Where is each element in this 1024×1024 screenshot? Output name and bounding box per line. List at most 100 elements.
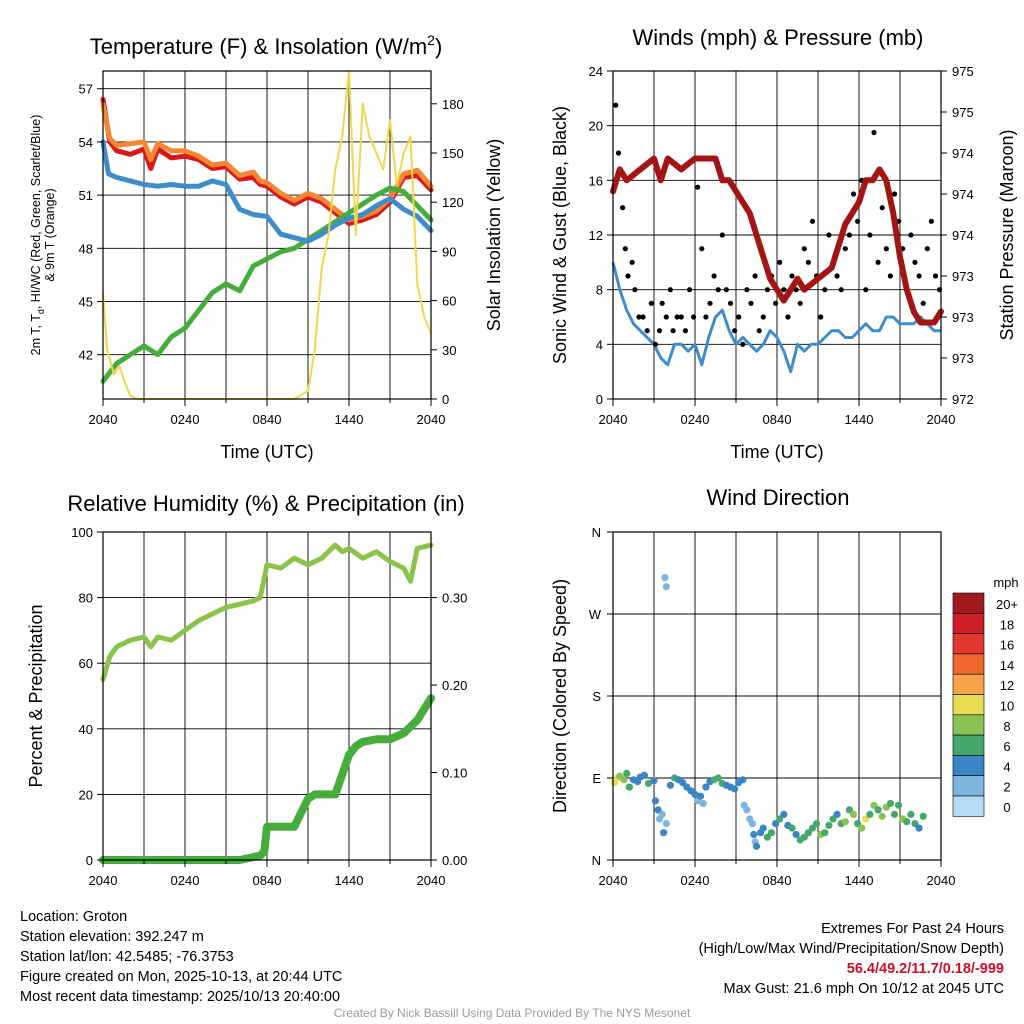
y-tick-label: 42 bbox=[79, 348, 93, 363]
gust-point bbox=[908, 232, 914, 238]
gust-point bbox=[629, 259, 635, 265]
x-tick-label: 0840 bbox=[253, 412, 282, 427]
y2-tick-label: 972 bbox=[952, 392, 974, 407]
y-tick-label: 0 bbox=[596, 392, 603, 407]
gust-point bbox=[622, 246, 628, 252]
y-tick-label: 40 bbox=[79, 722, 93, 737]
winds-title: Winds (mph) & Pressure (mb) bbox=[633, 25, 924, 50]
direction-point bbox=[890, 810, 899, 819]
direction-point bbox=[660, 829, 668, 837]
max-gust-text: Max Gust: 21.6 mph On 10/12 at 2045 UTC bbox=[723, 981, 1004, 997]
series-precipitation bbox=[99, 694, 435, 864]
direction-point bbox=[731, 785, 739, 793]
humidity-panel: Relative Humidity (%) & Precipitation (i… bbox=[26, 491, 467, 888]
colorbar-swatch bbox=[952, 633, 985, 655]
direction-point bbox=[886, 799, 895, 808]
direction-tick-label: W bbox=[589, 607, 602, 622]
gust-point bbox=[842, 246, 848, 252]
gust-point bbox=[875, 259, 881, 265]
extremes-info: Extremes For Past 24 Hours (High/Low/Max… bbox=[699, 919, 1004, 999]
colorbar-swatch bbox=[952, 755, 985, 777]
x-tick-label: 1440 bbox=[845, 873, 874, 888]
series-solar-insolation bbox=[102, 70, 432, 400]
y2-tick-label: 120 bbox=[442, 195, 464, 210]
svg-text:2m T, Td, HI/WC (Red, Green, S: 2m T, Td, HI/WC (Red, Green, Scarlet/Blu… bbox=[29, 115, 46, 356]
y2-tick-label: 60 bbox=[442, 294, 456, 309]
direction-point bbox=[804, 829, 813, 837]
gust-point bbox=[620, 205, 626, 211]
gust-point bbox=[663, 314, 669, 320]
series-sonic-wind bbox=[611, 261, 941, 374]
colorbar-label: 4 bbox=[1003, 759, 1010, 774]
y2-tick-label: 30 bbox=[442, 343, 456, 358]
gust-point bbox=[822, 287, 828, 293]
direction-tick-label: N bbox=[592, 525, 601, 540]
gust-point bbox=[928, 218, 935, 224]
y2-tick-label: 0.10 bbox=[442, 766, 467, 781]
direction-tick-label: S bbox=[592, 689, 601, 704]
y-tick-label: 51 bbox=[79, 188, 93, 203]
x-tick-label: 2040 bbox=[417, 873, 446, 888]
extremes-subtitle: (High/Low/Max Wind/Precipitation/Snow De… bbox=[698, 941, 1004, 957]
series-2m-t bbox=[100, 96, 434, 226]
x-tick-label: 0840 bbox=[763, 873, 792, 888]
gust-point bbox=[667, 287, 674, 293]
colorbar-swatch bbox=[952, 775, 985, 797]
gust-point bbox=[797, 300, 803, 306]
direction-point bbox=[874, 806, 882, 814]
gust-point bbox=[891, 191, 898, 197]
direction-point bbox=[644, 779, 653, 788]
wind-direction-ylabel: Direction (Colored By Speed) bbox=[550, 579, 570, 813]
y-tick-label: 48 bbox=[79, 241, 93, 256]
direction-point bbox=[858, 824, 866, 832]
direction-point bbox=[661, 574, 669, 582]
colorbar-swatch bbox=[952, 795, 985, 817]
direction-point bbox=[662, 820, 670, 828]
direction-tick-label: E bbox=[592, 771, 601, 786]
gust-point bbox=[887, 273, 894, 279]
direction-point bbox=[907, 810, 915, 819]
gust-point bbox=[805, 259, 812, 265]
colorbar-label: 12 bbox=[1000, 678, 1014, 693]
extremes-title: Extremes For Past 24 Hours bbox=[821, 921, 1004, 937]
y2-tick-label: 975 bbox=[952, 105, 974, 120]
gust-point bbox=[670, 328, 676, 334]
direction-point bbox=[895, 801, 903, 809]
x-tick-label: 1440 bbox=[335, 873, 364, 888]
gust-point bbox=[719, 232, 725, 238]
direction-point bbox=[870, 801, 878, 809]
y-tick-label: 0 bbox=[86, 853, 93, 868]
gust-point bbox=[625, 273, 631, 279]
y-tick-label: 100 bbox=[71, 525, 93, 540]
wind-direction-title: Wind Direction bbox=[706, 485, 849, 510]
direction-point bbox=[849, 810, 858, 819]
gust-point bbox=[711, 273, 717, 279]
gust-point bbox=[678, 314, 684, 320]
gust-point bbox=[818, 314, 824, 320]
direction-point bbox=[696, 792, 705, 800]
gust-point bbox=[932, 273, 939, 279]
direction-point bbox=[825, 821, 833, 830]
colorbar-label: 14 bbox=[1000, 658, 1014, 673]
x-tick-label: 0840 bbox=[763, 412, 792, 427]
gust-point bbox=[715, 287, 721, 293]
colorbar-label: 6 bbox=[1003, 739, 1010, 754]
gust-point bbox=[809, 218, 816, 224]
x-tick-label: 2040 bbox=[927, 412, 956, 427]
x-tick-label: 2040 bbox=[89, 412, 118, 427]
direction-point bbox=[866, 810, 874, 819]
gust-point bbox=[777, 259, 783, 265]
winds-xlabel: Time (UTC) bbox=[730, 442, 823, 462]
colorbar-label: 2 bbox=[1003, 780, 1010, 795]
x-tick-label: 2040 bbox=[417, 412, 446, 427]
location-text: Location: Groton bbox=[20, 909, 128, 925]
y2-tick-label: 0.00 bbox=[442, 853, 467, 868]
y2-tick-label: 973 bbox=[952, 351, 974, 366]
colorbar-swatch bbox=[952, 694, 985, 716]
x-tick-label: 1440 bbox=[335, 412, 364, 427]
gust-point bbox=[613, 102, 619, 108]
series-hi-wc bbox=[100, 139, 434, 244]
svg-text:& 9m T (Orange): & 9m T (Orange) bbox=[43, 188, 57, 281]
gust-point bbox=[636, 314, 642, 320]
